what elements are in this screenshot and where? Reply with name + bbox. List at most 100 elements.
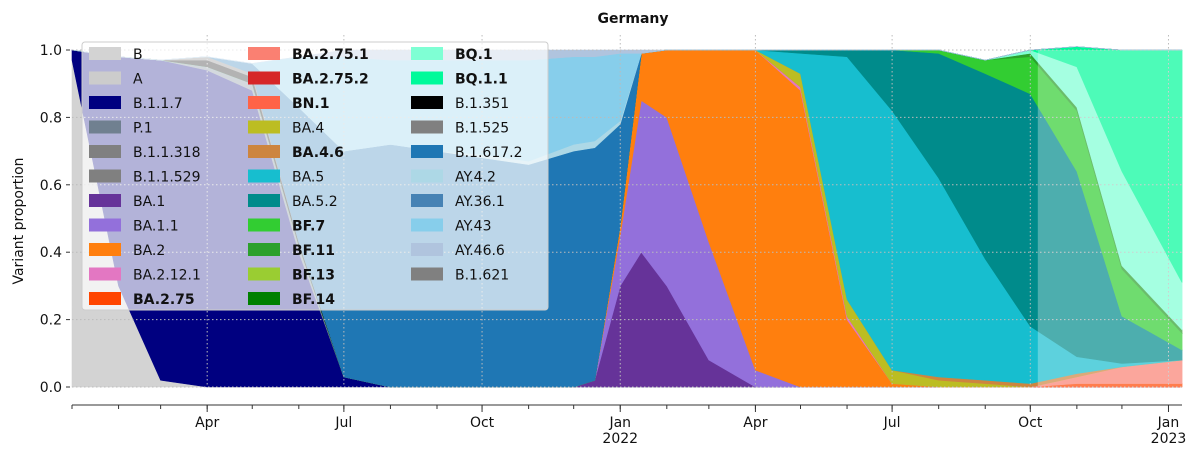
y-tick-label: 0.6	[40, 178, 62, 194]
legend-label: AY.46.6	[455, 243, 505, 259]
legend-label: BA.2.75	[133, 292, 195, 308]
legend-entry-ba-2-12-1: BA.2.12.1	[89, 267, 201, 284]
legend: BA B.1.1.7 P.1 B.1.1.318 B.1.1.529 BA.1 BA.1.1…	[81, 41, 549, 311]
legend-label: BA.2.75.2	[292, 72, 369, 88]
y-tick-label: 0.2	[40, 313, 62, 329]
legend-entry-b-1-351: B.1.351	[411, 96, 509, 112]
legend-entry-a: A	[89, 71, 143, 88]
legend-swatch	[411, 96, 443, 109]
legend-label: BF.11	[292, 243, 335, 259]
legend-swatch	[411, 120, 443, 134]
x-tick-label: Jul	[883, 415, 901, 431]
legend-label: BQ.1.1	[455, 72, 508, 88]
legend-label: BA.2.12.1	[133, 268, 201, 284]
legend-label: BN.1	[292, 96, 329, 112]
legend-entry-b-1-1-529: B.1.1.529	[89, 169, 201, 186]
legend-entry-ba-2-75-1: BA.2.75.1	[248, 47, 369, 63]
legend-entry-ay-46-6: AY.46.6	[411, 243, 505, 259]
legend-swatch	[89, 169, 121, 183]
legend-swatch	[411, 243, 443, 256]
legend-swatch	[248, 218, 280, 232]
legend-entry-bn-1: BN.1	[248, 96, 329, 112]
legend-swatch	[248, 145, 280, 158]
axes: 0.0 0.2 0.4 0.6 0.8 1.0 Apr Jul Oct Jan 2022 Apr Jul…	[40, 43, 1187, 447]
forecast-region	[1037, 50, 1182, 387]
x-tick-label: Jan 2022	[602, 415, 638, 447]
legend-label: BA.1.1	[133, 219, 179, 235]
legend-swatch	[411, 47, 443, 60]
legend-swatch	[411, 194, 443, 207]
legend-swatch	[89, 71, 121, 85]
legend-entry-b-1-1-318: B.1.1.318	[89, 145, 201, 161]
chart-title: Germany	[597, 11, 668, 27]
legend-swatch	[248, 47, 280, 60]
legend-label: BA.2.75.1	[292, 47, 369, 63]
legend-swatch	[89, 194, 121, 207]
legend-label: B.1.1.529	[133, 170, 201, 186]
legend-entry-b: B	[89, 47, 143, 63]
legend-entry-b-1-525: B.1.525	[411, 120, 509, 137]
y-axis-label: Variant proportion	[11, 157, 27, 284]
legend-label: BF.13	[292, 268, 335, 284]
legend-entry-ba-1-1: BA.1.1	[89, 218, 179, 235]
legend-entry-ba-5-2: BA.5.2	[248, 194, 338, 210]
legend-swatch	[248, 243, 280, 256]
y-tick-label: 0.0	[40, 380, 62, 396]
legend-label: BA.4	[292, 121, 324, 137]
y-tick-label: 0.8	[40, 110, 62, 126]
legend-label: BA.5	[292, 170, 324, 186]
legend-label: AY.4.2	[455, 170, 496, 186]
legend-entry-ba-4: BA.4	[248, 120, 324, 137]
legend-swatch	[411, 267, 443, 281]
x-tick-label: Apr	[743, 415, 767, 431]
legend-label: BA.4.6	[292, 145, 344, 161]
legend-entry-ba-5: BA.5	[248, 169, 324, 186]
legend-swatch	[248, 71, 280, 85]
forecast-shading	[1037, 50, 1182, 387]
legend-entry-ba-2: BA.2	[89, 243, 165, 259]
legend-swatch	[248, 292, 280, 305]
legend-entry-bq-1: BQ.1	[411, 47, 493, 63]
legend-entry-ba-2-75: BA.2.75	[89, 292, 195, 308]
legend-entry-ba-1: BA.1	[89, 194, 165, 210]
legend-label: A	[133, 72, 143, 88]
legend-entry-ay-36-1: AY.36.1	[411, 194, 505, 210]
legend-swatch	[411, 145, 443, 158]
legend-swatch	[248, 96, 280, 109]
legend-label: B.1.617.2	[455, 145, 523, 161]
legend-entry-ba-2-75-2: BA.2.75.2	[248, 71, 369, 88]
legend-entry-bf-7: BF.7	[248, 218, 325, 235]
legend-swatch	[89, 218, 121, 232]
legend-swatch	[248, 194, 280, 207]
legend-label: BA.2	[133, 243, 165, 259]
legend-swatch	[411, 169, 443, 183]
legend-entry-bf-11: BF.11	[248, 243, 335, 259]
legend-entry-b-1-621: B.1.621	[411, 267, 509, 284]
legend-label: AY.43	[455, 219, 491, 235]
legend-label: B.1.1.318	[133, 145, 201, 161]
legend-swatch	[89, 47, 121, 60]
legend-entry-ba-4-6: BA.4.6	[248, 145, 344, 161]
legend-label: B.1.525	[455, 121, 509, 137]
legend-entry-bf-13: BF.13	[248, 267, 335, 284]
legend-label: AY.36.1	[455, 194, 505, 210]
legend-label: BA.1	[133, 194, 165, 210]
legend-swatch	[248, 267, 280, 281]
legend-swatch	[89, 145, 121, 158]
legend-swatch	[89, 243, 121, 256]
legend-swatch	[248, 120, 280, 134]
y-tick-label: 1.0	[40, 43, 62, 59]
legend-label: B.1.621	[455, 268, 509, 284]
legend-label: P.1	[133, 121, 153, 137]
legend-entry-bf-14: BF.14	[248, 292, 335, 308]
legend-swatch	[89, 120, 121, 134]
legend-entry-b-1-1-7: B.1.1.7	[89, 96, 183, 112]
x-tick-label: Oct	[1018, 415, 1043, 431]
legend-label: B.1.1.7	[133, 96, 183, 112]
legend-swatch	[248, 169, 280, 183]
legend-swatch	[89, 292, 121, 305]
legend-entry-bq-1-1: BQ.1.1	[411, 71, 508, 88]
legend-entry-p-1: P.1	[89, 120, 153, 137]
x-tick-label: Apr	[195, 415, 219, 431]
